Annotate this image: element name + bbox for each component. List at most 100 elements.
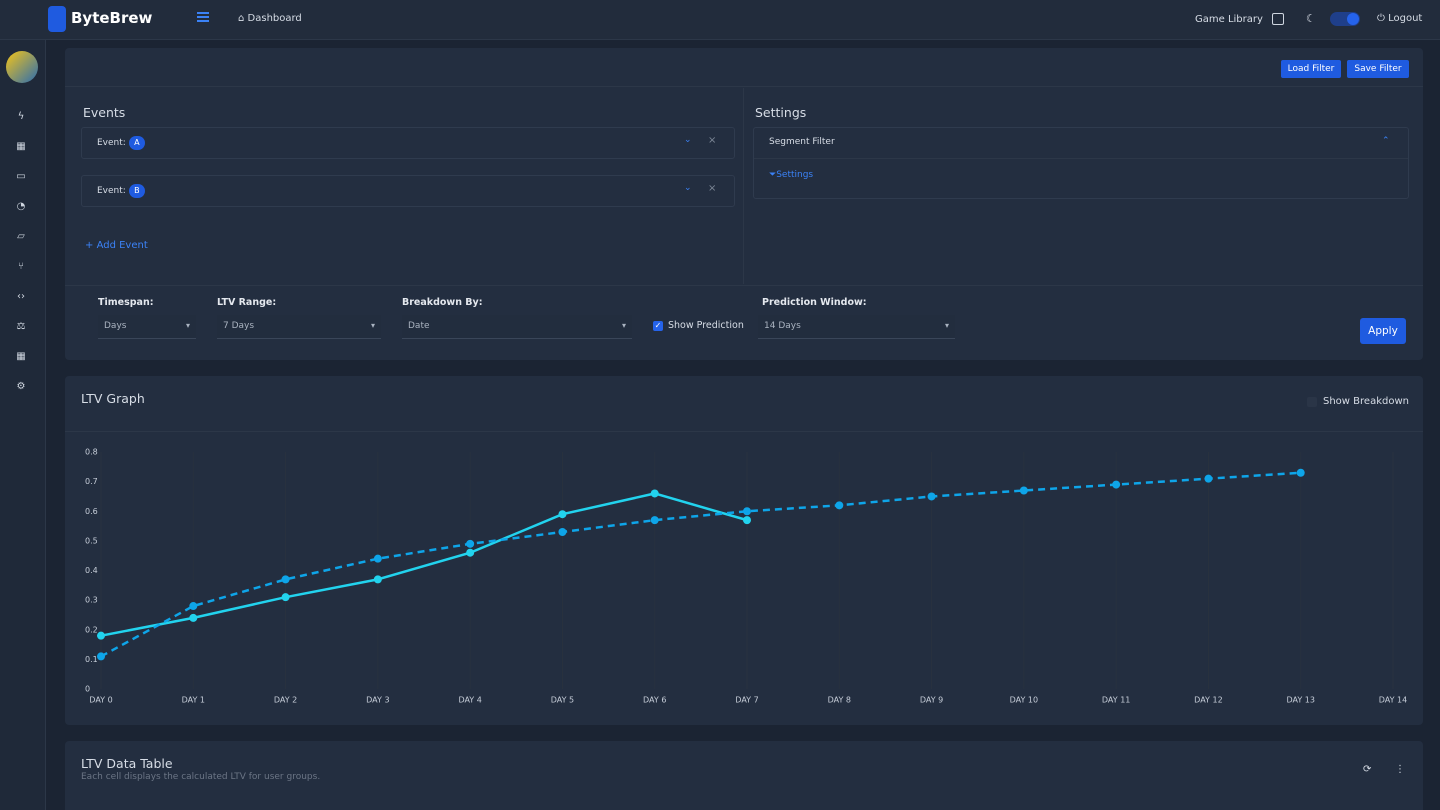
data-point [1019, 486, 1028, 495]
x-tick-label: DAY 9 [920, 696, 943, 705]
layout-icon[interactable] [1272, 13, 1284, 25]
data-point [1204, 474, 1213, 483]
game-library[interactable]: Game Library [1195, 14, 1263, 25]
data-point [281, 575, 290, 584]
control-label: Breakdown By: [402, 297, 483, 308]
table-title: LTV Data Table [81, 756, 173, 771]
x-tick-label: DAY 10 [1010, 696, 1038, 705]
data-point [650, 516, 659, 525]
data-point [466, 548, 475, 557]
more-icon[interactable]: ⋮ [1395, 764, 1405, 775]
data-point [1296, 468, 1305, 477]
table-subtitle: Each cell displays the calculated LTV fo… [81, 772, 321, 782]
settings-link[interactable]: ⏷Settings [769, 170, 814, 180]
graph-title: LTV Graph [81, 391, 145, 406]
theme-toggle[interactable] [1330, 12, 1360, 26]
x-tick-label: DAY 3 [366, 696, 389, 705]
data-point [189, 602, 198, 611]
x-tick-label: DAY 8 [828, 696, 851, 705]
data-point [558, 510, 567, 519]
x-tick-label: DAY 13 [1286, 696, 1314, 705]
segment-panel: Segment Filter ⌃ ⏷Settings [753, 127, 1409, 199]
breakdown-checkbox[interactable] [1307, 397, 1317, 407]
ltv-chart: 0 0.1 0.2 0.3 0.4 0.5 0.6 0.7 0.8 DAY 0 DAY 1 DAY 2… [85, 448, 1407, 705]
data-point [743, 516, 751, 525]
series-line [100, 492, 748, 637]
x-tick-label: DAY 11 [1102, 696, 1130, 705]
y-tick-label: 0.8 [85, 448, 98, 457]
control-label: LTV Range: [217, 297, 277, 308]
y-tick-label: 0 [85, 685, 90, 694]
x-tick-label: DAY 2 [274, 696, 297, 705]
y-tick-label: 0.3 [85, 596, 98, 605]
show-prediction[interactable]: Show Prediction [668, 320, 744, 331]
y-tick-label: 0.2 [85, 625, 98, 634]
ltv-range-select[interactable]: 7 Days [217, 315, 381, 339]
x-tick-label: DAY 4 [458, 696, 481, 705]
add-event-text: Add Event [96, 240, 148, 251]
settings-title: Settings [755, 105, 807, 120]
y-tick-label: 0.1 [85, 655, 98, 664]
show-breakdown[interactable]: Show Breakdown [1323, 396, 1409, 407]
x-tick-label: DAY 6 [643, 696, 666, 705]
data-point [743, 507, 751, 516]
graph-card: LTV Graph Show Breakdown 0 0.1 0.2 0.3 0.4 0.… [65, 376, 1423, 725]
data-point [373, 575, 382, 584]
series-line [100, 471, 1301, 658]
segment-filter[interactable]: Segment Filter [769, 137, 835, 147]
data-point [281, 593, 290, 602]
data-point [1112, 480, 1121, 489]
event-row[interactable]: Event: A ⌄ × [81, 127, 735, 159]
game-avatar[interactable] [6, 51, 38, 83]
moon-icon[interactable]: ☾ [1306, 12, 1316, 25]
load-filter[interactable]: Load Filter [1281, 60, 1341, 78]
data-point [97, 631, 105, 640]
timespan-select[interactable]: Days [98, 315, 196, 339]
event-badge: B [128, 184, 145, 198]
divider [65, 86, 1423, 87]
breadcrumb[interactable]: ⌂ Dashboard [238, 13, 302, 24]
data-point [558, 527, 567, 536]
data-point [466, 539, 475, 548]
x-tick-label: DAY 0 [89, 696, 112, 705]
prediction-window-select[interactable]: 14 Days [758, 315, 955, 339]
sidebar-icons[interactable]: ϟ ▦ ▭ ◔ ▱ ⑂ ‹› ⚖ ▦ ⚙ [16, 111, 26, 392]
x-tick-label: DAY 5 [551, 696, 574, 705]
x-tick-label: DAY 7 [735, 696, 758, 705]
y-tick-label: 0.7 [85, 477, 98, 486]
refresh-icon[interactable]: ⟳ [1363, 764, 1372, 775]
table-card: LTV Data Table Each cell displays the ca… [65, 741, 1423, 810]
x-tick-label: DAY 14 [1379, 696, 1407, 705]
control-label: Prediction Window: [762, 297, 867, 308]
logo [48, 6, 66, 32]
settings-link-text: Settings [776, 170, 814, 180]
logout[interactable]: ⏻ Logout [1377, 13, 1423, 24]
events-title: Events [83, 105, 126, 120]
apply-button[interactable]: Apply [1360, 318, 1406, 344]
event-label: Event: [97, 186, 126, 196]
x-tick-label: DAY 1 [182, 696, 205, 705]
breadcrumb-text: Dashboard [247, 13, 302, 24]
prediction-checkbox[interactable]: ✓ [653, 321, 663, 331]
save-filter[interactable]: Save Filter [1347, 60, 1409, 78]
x-tick-label: DAY 12 [1194, 696, 1222, 705]
divider [65, 285, 1423, 286]
breakdown-select[interactable]: Date [402, 315, 632, 339]
sidebar: ϟ ▦ ▭ ◔ ▱ ⑂ ‹› ⚖ ▦ ⚙ [0, 40, 46, 810]
y-tick-label: 0.4 [85, 566, 98, 575]
event-badge: A [128, 136, 145, 150]
logout-text: Logout [1388, 13, 1423, 24]
data-point [835, 501, 844, 510]
y-tick-label: 0.6 [85, 507, 98, 516]
data-point [97, 652, 105, 661]
filter-card: Load Filter Save Filter Events Event: A ⌄… [65, 48, 1423, 360]
control-label: Timespan: [98, 297, 154, 308]
data-point [927, 492, 936, 501]
divider [743, 88, 744, 284]
menu-toggle[interactable] [197, 12, 209, 14]
add-event[interactable]: + Add Event [85, 240, 148, 251]
data-point [650, 489, 659, 498]
event-row[interactable]: Event: B ⌄ × [81, 175, 735, 207]
